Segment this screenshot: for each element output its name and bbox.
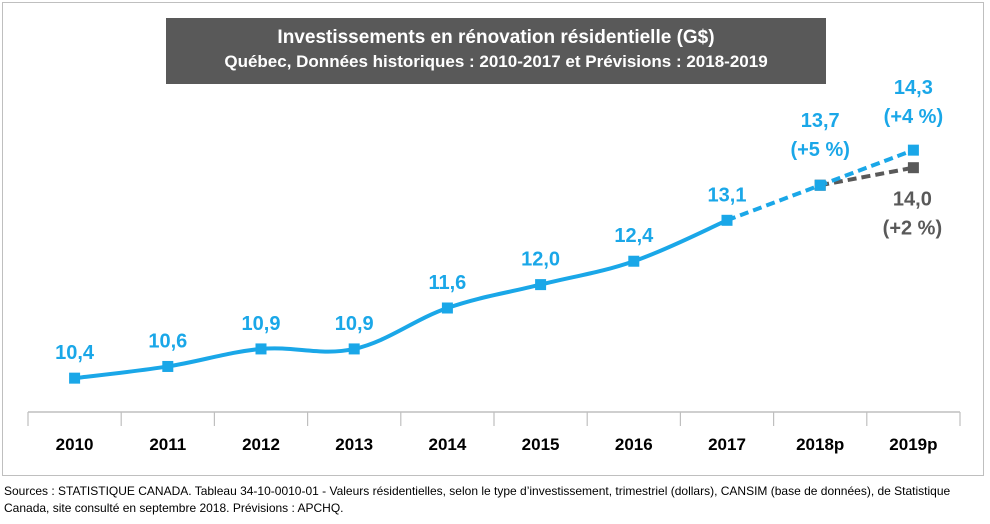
x-tick-label: 2014 — [428, 435, 466, 454]
data-label: 12,0 — [521, 249, 560, 271]
x-tick-label: 2010 — [56, 435, 94, 454]
data-label: 10,9 — [242, 313, 281, 335]
data-point-marker — [907, 162, 919, 174]
data-point-marker — [441, 302, 453, 314]
data-label: 12,4 — [614, 225, 654, 247]
series-line-forecast — [819, 165, 914, 188]
data-point-marker — [255, 343, 267, 355]
data-point-marker — [907, 144, 919, 156]
x-tick-label: 2013 — [335, 435, 373, 454]
x-tick-label: 2015 — [522, 435, 560, 454]
data-point-marker — [348, 343, 360, 355]
x-tick-label: 2016 — [615, 435, 653, 454]
data-label: 14,0 (+2 %) — [883, 189, 942, 240]
chart-subtitle: Québec, Données historiques : 2010-2017 … — [224, 52, 768, 71]
data-label: 11,6 — [428, 272, 466, 294]
data-label: 13,7 (+5 %) — [790, 110, 849, 161]
data-label: 10,6 — [148, 330, 187, 352]
data-point-marker — [535, 279, 547, 291]
data-label: 14,3 (+4 %) — [884, 77, 943, 128]
x-tick-label: 2017 — [708, 435, 746, 454]
data-point-marker — [69, 372, 81, 384]
data-labels: 10,4 10,6 10,9 10,9 11,6 12,0 12,4 13,1 13,7 (+5 … — [55, 77, 943, 364]
line-chart: 2010 2011 2012 2013 2014 2015 2016 2017 2018p 201… — [27, 77, 961, 454]
data-point-marker — [162, 360, 174, 372]
data-label: 13,1 — [708, 184, 747, 206]
x-axis: 2010 2011 2012 2013 2014 2015 2016 2017 2018p 201… — [27, 411, 961, 454]
data-point-marker — [721, 214, 733, 226]
source-note: Sources : STATISTIQUE CANADA. Tableau 34… — [4, 484, 951, 515]
series-lines — [72, 148, 915, 381]
x-tick-label: 2019p — [889, 435, 937, 454]
x-tick-label: 2012 — [242, 435, 280, 454]
data-point-marker — [628, 255, 640, 267]
data-label: 10,9 — [335, 313, 374, 335]
chart-title: Investissements en rénovation résidentie… — [277, 27, 715, 48]
x-tick-label: 2011 — [149, 435, 186, 454]
chart-frame — [2, 2, 984, 476]
series-markers — [69, 144, 919, 384]
data-point-marker — [814, 179, 826, 191]
x-tick-label: 2018p — [796, 435, 844, 454]
chart-title-box: Investissements en rénovation résidentie… — [166, 18, 826, 84]
data-label: 10,4 — [55, 342, 95, 364]
